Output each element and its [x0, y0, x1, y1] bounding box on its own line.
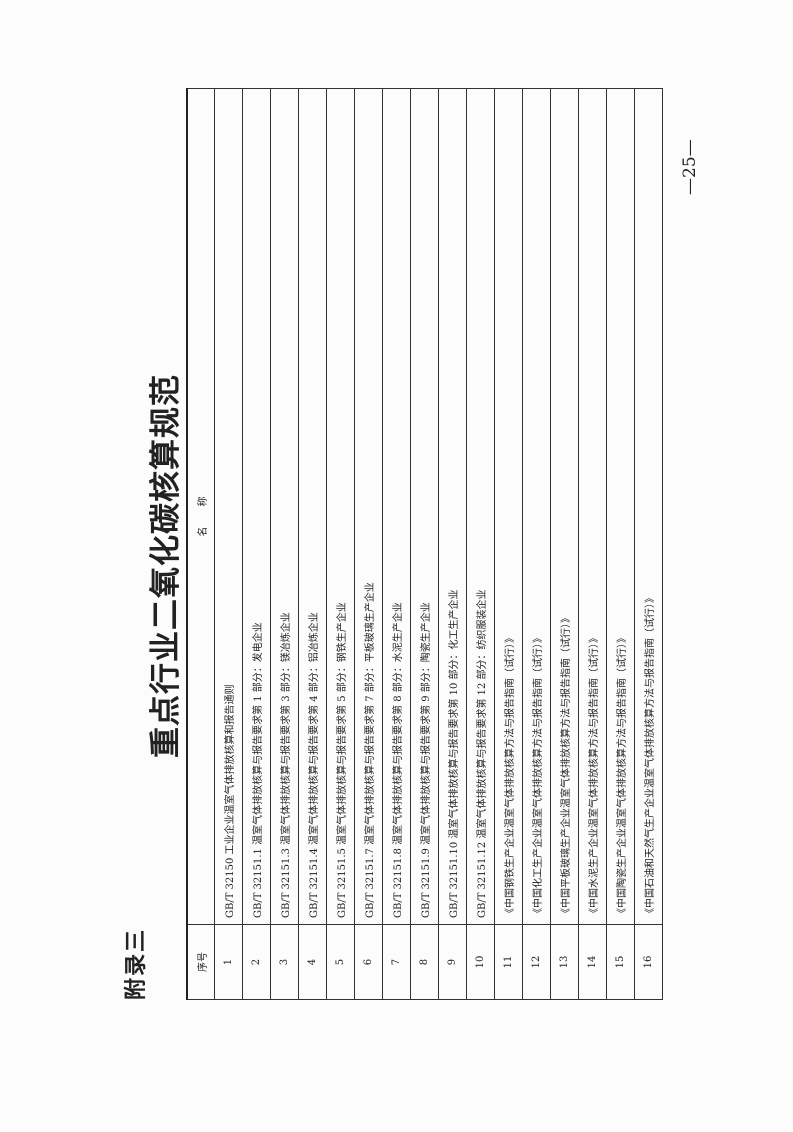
row-name: GB/T 32151.12 温室气体排放核算与报告要求第 12 部分：纺织服装企… [466, 88, 495, 925]
row-index: 2 [242, 924, 271, 1000]
table-row: 7 GB/T 32151.8 温室气体排放核算与报告要求第 8 部分：水泥生产企业 [382, 88, 411, 1000]
row-index: 10 [466, 924, 495, 1000]
standards-table: 序号 名称 1 GB/T 32150 工业企业温室气体排放核算和报告通则 2 GB/T… [186, 88, 663, 1000]
row-index: 3 [270, 924, 299, 1000]
row-index: 9 [438, 924, 467, 1000]
row-name: GB/T 32151.1 温室气体排放核算与报告要求第 1 部分：发电企业 [242, 88, 271, 925]
table-header-row: 序号 名称 [187, 88, 215, 1000]
table-row: 10 GB/T 32151.12 温室气体排放核算与报告要求第 12 部分：纺织服… [466, 88, 495, 1000]
table-row: 9 GB/T 32151.10 温室气体排放核算与报告要求第 10 部分：化工生产… [438, 88, 467, 1000]
row-name: GB/T 32151.8 温室气体排放核算与报告要求第 8 部分：水泥生产企业 [382, 88, 411, 925]
row-name: 《中国钢铁生产企业温室气体排放核算方法与报告指南（试行）》 [494, 88, 523, 925]
table-row: 8 GB/T 32151.9 温室气体排放核算与报告要求第 9 部分：陶瓷生产企业 [410, 88, 439, 1000]
row-name: GB/T 32151.10 温室气体排放核算与报告要求第 10 部分：化工生产企… [438, 88, 467, 925]
row-index: 15 [606, 924, 635, 1000]
row-index: 1 [214, 924, 243, 1000]
row-index: 11 [494, 924, 523, 1000]
row-index: 5 [326, 924, 355, 1000]
table-row: 6 GB/T 32151.7 温室气体排放核算与报告要求第 7 部分：平板玻璃生产… [354, 88, 383, 1000]
table-row: 11 《中国钢铁生产企业温室气体排放核算方法与报告指南（试行）》 [494, 88, 523, 1000]
table-row: 14 《中国水泥生产企业温室气体排放核算方法与报告指南（试行）》 [578, 88, 607, 1000]
row-name: 《中国陶瓷生产企业温室气体排放核算方法与报告指南（试行）》 [606, 88, 635, 925]
row-name: GB/T 32151.9 温室气体排放核算与报告要求第 9 部分：陶瓷生产企业 [410, 88, 439, 925]
table-row: 5 GB/T 32151.5 温室气体排放核算与报告要求第 5 部分：钢铁生产企业 [326, 88, 355, 1000]
header-name: 名称 [187, 88, 215, 925]
row-name: GB/T 32151.5 温室气体排放核算与报告要求第 5 部分：钢铁生产企业 [326, 88, 355, 925]
table-row: 4 GB/T 32151.4 温室气体排放核算与报告要求第 4 部分：铝冶炼企业 [298, 88, 327, 1000]
row-index: 16 [634, 924, 663, 1000]
row-name: GB/T 32151.3 温室气体排放核算与报告要求第 3 部分：镁冶炼企业 [270, 88, 299, 925]
table-row: 16 《中国石油和天然气生产企业温室气体排放核算方法与报告指南（试行）》 [634, 88, 663, 1000]
row-name: 《中国平板玻璃生产企业温室气体排放核算方法与报告指南（试行）》 [550, 88, 579, 925]
row-index: 7 [382, 924, 411, 1000]
row-index: 8 [410, 924, 439, 1000]
header-index: 序号 [187, 924, 215, 1000]
row-name: 《中国化工生产企业温室气体排放核算方法与报告指南（试行）》 [522, 88, 551, 925]
page-number: —25— [680, 139, 700, 195]
table-row: 12 《中国化工生产企业温室气体排放核算方法与报告指南（试行）》 [522, 88, 551, 1000]
table-row: 2 GB/T 32151.1 温室气体排放核算与报告要求第 1 部分：发电企业 [242, 88, 271, 1000]
table-row: 15 《中国陶瓷生产企业温室气体排放核算方法与报告指南（试行）》 [606, 88, 635, 1000]
row-name: GB/T 32151.7 温室气体排放核算与报告要求第 7 部分：平板玻璃生产企… [354, 88, 383, 925]
table-row: 1 GB/T 32150 工业企业温室气体排放核算和报告通则 [214, 88, 243, 1000]
row-index: 12 [522, 924, 551, 1000]
row-index: 4 [298, 924, 327, 1000]
page-title: 重点行业二氧化碳核算规范 [148, 374, 184, 758]
row-name: GB/T 32150 工业企业温室气体排放核算和报告通则 [214, 88, 243, 925]
row-index: 14 [578, 924, 607, 1000]
row-name: GB/T 32151.4 温室气体排放核算与报告要求第 4 部分：铝冶炼企业 [298, 88, 327, 925]
row-index: 13 [550, 924, 579, 1000]
row-name: 《中国石油和天然气生产企业温室气体排放核算方法与报告指南（试行）》 [634, 88, 663, 925]
table-row: 13 《中国平板玻璃生产企业温室气体排放核算方法与报告指南（试行）》 [550, 88, 579, 1000]
table-row: 3 GB/T 32151.3 温室气体排放核算与报告要求第 3 部分：镁冶炼企业 [270, 88, 299, 1000]
row-name: 《中国水泥生产企业温室气体排放核算方法与报告指南（试行）》 [578, 88, 607, 925]
row-index: 6 [354, 924, 383, 1000]
